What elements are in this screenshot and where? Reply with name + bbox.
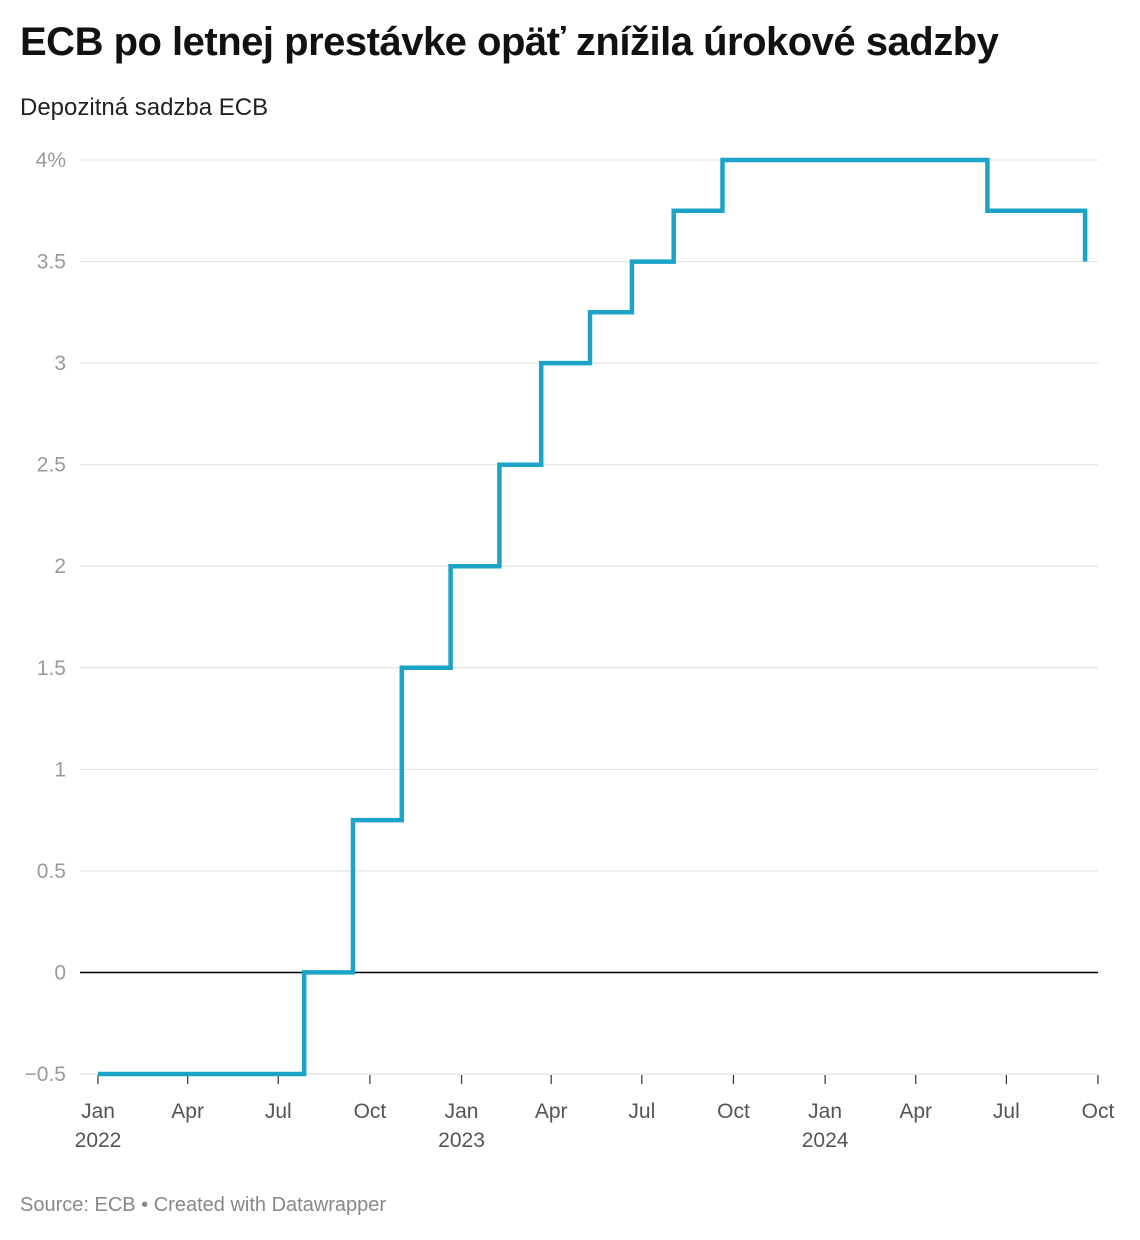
x-tick-label: Apr <box>535 1100 568 1123</box>
x-tick-year-label: 2023 <box>438 1129 485 1152</box>
series-layer <box>98 157 1088 1077</box>
x-tick-label: Jan <box>81 1100 115 1123</box>
x-tick-label: Jan <box>445 1100 479 1123</box>
x-tick-label: Apr <box>899 1100 932 1123</box>
x-tick-label: Oct <box>354 1100 387 1123</box>
y-tick-label: 2 <box>54 555 66 578</box>
y-tick-label: 1 <box>54 758 66 781</box>
x-axis: Jan 2022 Apr Jul Oct Jan 2023 Apr Jul Oct Jan 2024 A… <box>75 1075 1115 1152</box>
y-tick-label: 1.5 <box>37 657 66 680</box>
x-tick-label: Jul <box>993 1100 1020 1123</box>
x-tick-year-label: 2024 <box>802 1129 849 1152</box>
x-tick-label: Oct <box>1082 1100 1115 1123</box>
y-tick-label: 3.5 <box>37 251 66 274</box>
y-tick-label: 3 <box>54 352 66 375</box>
y-tick-label: 4% <box>36 149 66 172</box>
footer-separator: • <box>135 1194 154 1216</box>
x-tick-label: Jul <box>628 1100 655 1123</box>
chart-subtitle: Depozitná sadzba ECB <box>20 94 269 121</box>
y-tick-label: 0.5 <box>37 860 66 883</box>
y-axis: 4% 3.5 3 2.5 2 1.5 1 0.5 0 −0.5 <box>25 149 66 1086</box>
series-line-deposit-rate <box>98 157 1088 1077</box>
gridlines <box>80 159 1098 1075</box>
datawrapper-credit[interactable]: Created with Datawrapper <box>153 1194 387 1216</box>
x-tick-label: Jul <box>265 1100 292 1123</box>
x-tick-year-label: 2022 <box>75 1129 122 1152</box>
y-tick-label: 0 <box>54 961 66 984</box>
y-tick-label: −0.5 <box>25 1063 66 1086</box>
source-label: Source: ECB <box>20 1194 136 1216</box>
x-tick-label: Oct <box>717 1100 750 1123</box>
x-tick-label: Apr <box>171 1100 204 1123</box>
chart-title: ECB po letnej prestávke opäť znížila úro… <box>20 20 999 64</box>
x-tick-label: Jan <box>808 1100 842 1123</box>
y-tick-label: 2.5 <box>37 454 66 477</box>
chart-footer: Source: ECB • Created with Datawrapper <box>20 1194 386 1217</box>
